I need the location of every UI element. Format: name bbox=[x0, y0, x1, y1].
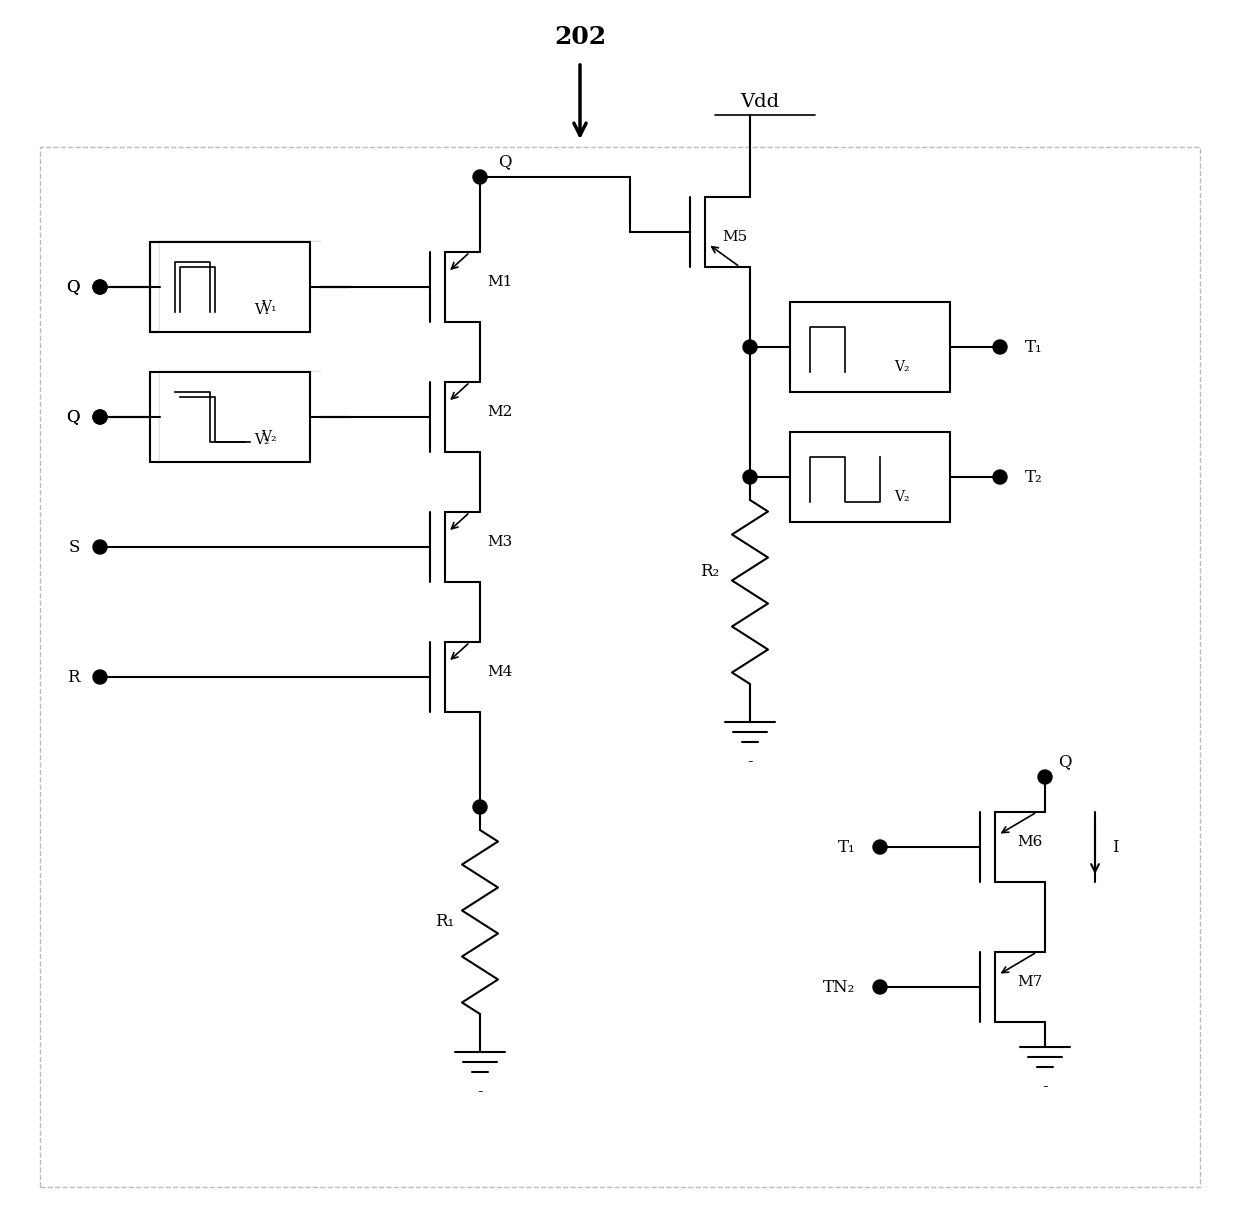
Text: -: - bbox=[748, 753, 753, 770]
Text: T₁: T₁ bbox=[1025, 338, 1043, 356]
Circle shape bbox=[993, 340, 1007, 354]
Bar bbox=[790, 302, 950, 392]
Circle shape bbox=[93, 670, 107, 684]
Bar bbox=[150, 372, 310, 462]
Circle shape bbox=[873, 840, 887, 855]
Text: Q: Q bbox=[498, 153, 512, 170]
Circle shape bbox=[93, 540, 107, 554]
Text: Q: Q bbox=[1058, 753, 1071, 770]
Text: Q: Q bbox=[67, 408, 81, 426]
Bar bbox=[160, 372, 320, 462]
Text: V₂: V₂ bbox=[260, 430, 277, 444]
Circle shape bbox=[1038, 770, 1052, 785]
Bar bbox=[40, 147, 1200, 1186]
Text: R: R bbox=[67, 669, 81, 686]
Text: Vdd: Vdd bbox=[740, 93, 780, 111]
Bar bbox=[160, 241, 320, 332]
Text: M2: M2 bbox=[487, 406, 512, 419]
Text: M1: M1 bbox=[487, 275, 512, 288]
Circle shape bbox=[743, 340, 756, 354]
Text: 202: 202 bbox=[554, 25, 606, 49]
Text: M5: M5 bbox=[723, 231, 748, 244]
Text: Q: Q bbox=[67, 279, 81, 296]
Circle shape bbox=[93, 280, 107, 295]
Text: T₂: T₂ bbox=[1025, 468, 1043, 485]
Circle shape bbox=[93, 410, 107, 424]
Text: R₂: R₂ bbox=[701, 564, 719, 581]
Bar bbox=[160, 372, 320, 462]
Bar bbox=[160, 241, 320, 332]
Text: V₁: V₁ bbox=[254, 303, 270, 317]
Circle shape bbox=[93, 410, 107, 424]
Text: M3: M3 bbox=[487, 535, 512, 549]
Circle shape bbox=[993, 470, 1007, 484]
Bar bbox=[790, 432, 950, 521]
Text: Q: Q bbox=[67, 279, 81, 296]
Text: M6: M6 bbox=[1017, 835, 1043, 849]
Circle shape bbox=[873, 980, 887, 995]
Text: V₂: V₂ bbox=[894, 360, 910, 374]
Circle shape bbox=[93, 280, 107, 295]
Circle shape bbox=[743, 470, 756, 484]
Text: M4: M4 bbox=[487, 665, 512, 680]
Text: Q: Q bbox=[67, 408, 81, 426]
Text: -: - bbox=[1042, 1079, 1048, 1096]
Circle shape bbox=[472, 170, 487, 183]
Text: V₁: V₁ bbox=[262, 301, 277, 314]
Text: R₁: R₁ bbox=[435, 914, 455, 931]
Text: -: - bbox=[477, 1084, 482, 1101]
Bar bbox=[150, 241, 310, 332]
Text: M7: M7 bbox=[1017, 975, 1043, 989]
Text: TN₂: TN₂ bbox=[823, 979, 856, 996]
Text: V₂: V₂ bbox=[894, 490, 910, 505]
Text: S: S bbox=[68, 538, 81, 555]
Circle shape bbox=[472, 800, 487, 814]
Text: V₂: V₂ bbox=[254, 433, 270, 447]
Text: T₁: T₁ bbox=[837, 839, 856, 856]
Bar bbox=[150, 241, 310, 332]
Text: I: I bbox=[1112, 839, 1118, 856]
